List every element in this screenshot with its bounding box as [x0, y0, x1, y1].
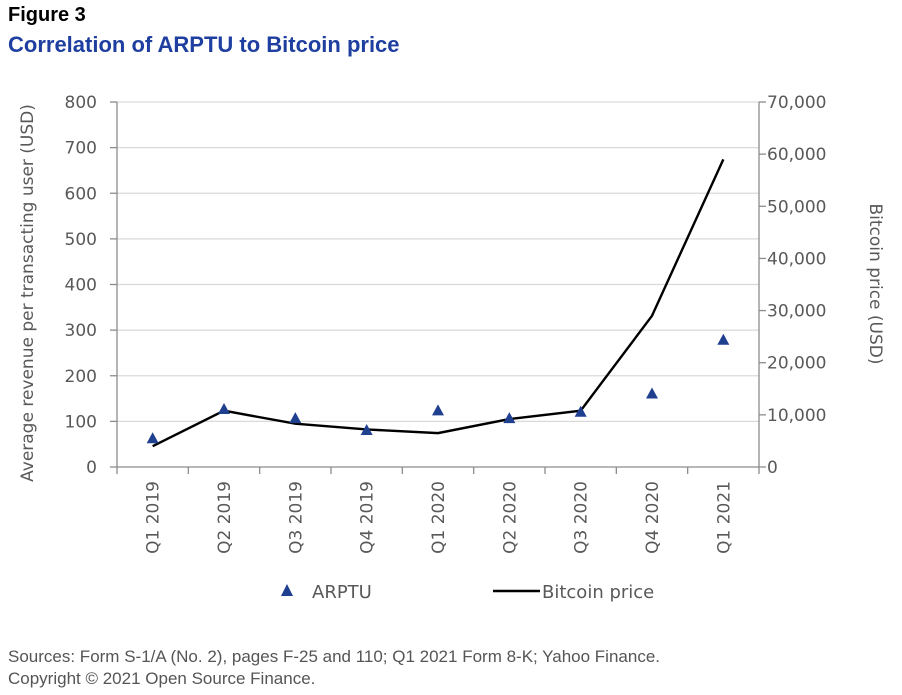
source-note: Sources: Form S-1/A (No. 2), pages F-25 … — [8, 646, 660, 690]
x-axis-tick-labels: Q1 2019 Q2 2019 Q3 2019 Q4 2019 Q1 2020 Q2 20… — [144, 481, 735, 554]
legend-bitcoin-label: Bitcoin price — [542, 582, 654, 603]
x-tick-label: Q1 2020 — [429, 481, 449, 554]
figure-label: Figure 3 — [8, 4, 86, 26]
gridlines — [117, 101, 759, 423]
arptu-marker — [360, 424, 373, 436]
x-tick-label: Q1 2019 — [144, 481, 164, 554]
x-tick-label: Q4 2019 — [358, 481, 378, 554]
right-tick-label: 20,000 — [767, 354, 826, 374]
left-tick-label: 500 — [65, 230, 97, 250]
bitcoin-price-line — [152, 158, 725, 448]
x-tick-label: Q3 2019 — [286, 481, 306, 554]
legend-arptu-label: ARPTU — [312, 582, 372, 603]
left-tick-label: 600 — [65, 184, 97, 204]
right-axis-tick-labels: 0 10,000 20,000 30,000 40,000 50,000 60,000 70,… — [767, 93, 826, 478]
legend: ARPTU Bitcoin price — [281, 582, 654, 603]
left-tick-label: 300 — [65, 321, 97, 341]
arptu-marker — [503, 412, 516, 424]
x-tick-label: Q1 2021 — [714, 481, 734, 554]
copyright-line: Copyright © 2021 Open Source Finance. — [8, 669, 316, 688]
right-tick-label: 0 — [767, 458, 778, 478]
x-tick-label: Q2 2019 — [215, 481, 235, 554]
left-tick-label: 800 — [65, 93, 97, 113]
x-tick-label: Q2 2020 — [500, 481, 520, 554]
axes — [110, 101, 766, 474]
right-tick-label: 50,000 — [767, 197, 826, 217]
right-tick-label: 60,000 — [767, 145, 826, 165]
x-tick-label: Q4 2020 — [643, 481, 663, 554]
arptu-marker — [717, 333, 730, 345]
x-tick-label: Q3 2020 — [572, 481, 592, 554]
left-tick-label: 700 — [65, 139, 97, 159]
chart: 0 100 200 300 400 500 600 700 800 0 10,000 20,000 3… — [18, 93, 885, 603]
arptu-marker — [646, 387, 658, 399]
series — [146, 158, 730, 448]
right-tick-label: 10,000 — [767, 406, 826, 426]
right-tick-label: 40,000 — [767, 249, 826, 269]
right-tick-label: 70,000 — [767, 93, 826, 113]
left-tick-label: 0 — [86, 458, 97, 478]
arptu-marker — [218, 403, 230, 415]
right-tick-label: 30,000 — [767, 302, 826, 322]
arptu-marker — [432, 404, 444, 416]
left-axis-label: Average revenue per transacting user (US… — [18, 104, 38, 482]
right-axis-label: Bitcoin price (USD) — [865, 203, 885, 364]
left-tick-label: 200 — [65, 367, 97, 387]
arptu-marker — [146, 432, 159, 444]
arptu-marker — [574, 405, 587, 417]
left-axis-tick-labels: 0 100 200 300 400 500 600 700 800 — [65, 93, 97, 478]
left-tick-label: 100 — [65, 412, 97, 432]
source-line-1: Sources: Form S-1/A (No. 2), pages F-25 … — [8, 647, 660, 666]
figure-title: Correlation of ARPTU to Bitcoin price — [8, 32, 400, 57]
left-tick-label: 400 — [65, 276, 97, 296]
arptu-marker — [289, 412, 302, 424]
legend-arptu-marker — [281, 584, 293, 596]
